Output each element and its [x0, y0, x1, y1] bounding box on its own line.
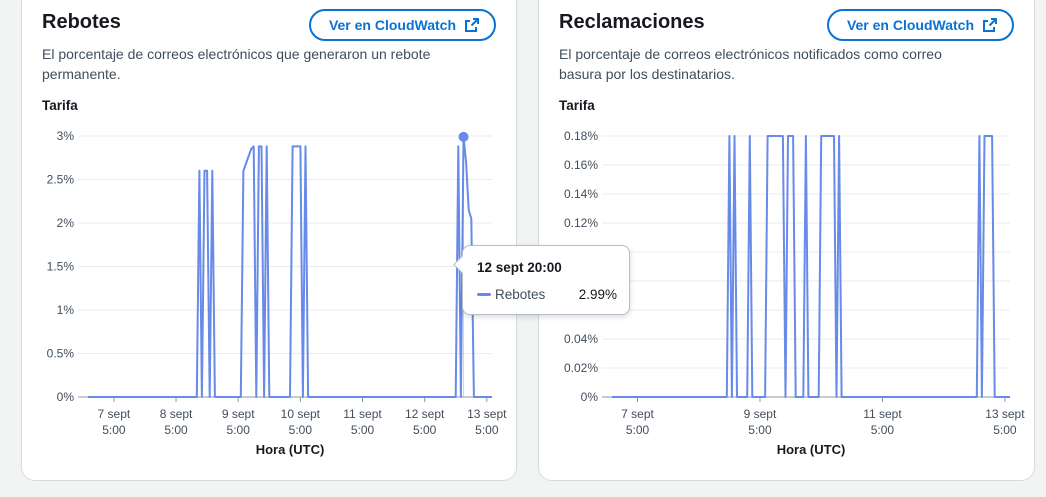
x-tick-label: 9 sept — [222, 407, 255, 421]
y-tick-label: 0.04% — [564, 332, 598, 346]
x-tick-label: 5:00 — [871, 423, 895, 437]
y-tick-label: 0.18% — [564, 129, 598, 143]
y-tick-label: 0% — [581, 390, 599, 404]
x-tick-label: 9 sept — [744, 407, 777, 421]
bounces-card: Rebotes Ver en CloudWatch El porcentaje … — [21, 0, 517, 481]
x-tick-label: 13 sept — [467, 407, 507, 421]
external-link-icon — [982, 17, 998, 33]
x-tick-label: 5:00 — [748, 423, 772, 437]
x-tick-label: 5:00 — [164, 423, 188, 437]
x-tick-label: 5:00 — [993, 423, 1017, 437]
highlighted-point[interactable] — [458, 131, 469, 142]
tooltip-title: 12 sept 20:00 — [477, 260, 562, 275]
x-tick-label: 5:00 — [475, 423, 499, 437]
card-description: El porcentaje de correos electrónicos no… — [559, 46, 942, 82]
card-title: Reclamaciones — [559, 11, 705, 33]
y-axis-title: Tarifa — [559, 98, 595, 113]
card-title: Rebotes — [42, 11, 121, 33]
bounces-chart[interactable]: 0% 0.5% 1% 1.5% 2% 2.5% 3% 7 sept 5:00 8 sept 5:00… — [47, 129, 508, 457]
y-tick-label: 1% — [57, 303, 75, 317]
tooltip-series-name: Rebotes — [495, 287, 546, 302]
y-tick-label: 0.16% — [564, 158, 598, 172]
x-tick-label: 7 sept — [98, 407, 131, 421]
x-axis-title: Hora (UTC) — [256, 442, 325, 457]
y-tick-label: 1.5% — [47, 260, 75, 274]
y-tick-label: 0.5% — [47, 347, 75, 361]
x-tick-label: 5:00 — [351, 423, 375, 437]
button-label: Ver en CloudWatch — [328, 17, 456, 33]
view-in-cloudwatch-button[interactable]: Ver en CloudWatch — [826, 9, 1014, 41]
y-tick-label: 3% — [57, 129, 75, 143]
series-swatch — [477, 293, 491, 296]
card-description: El porcentaje de correos electrónicos qu… — [42, 46, 431, 82]
chart-tooltip: 12 sept 20:00 Rebotes 2.99% — [453, 245, 630, 315]
x-tick-label: 8 sept — [160, 407, 193, 421]
y-tick-label: 2.5% — [47, 173, 75, 187]
x-tick-label: 7 sept — [621, 407, 654, 421]
y-tick-label: 0.14% — [564, 187, 598, 201]
x-tick-label: 5:00 — [289, 423, 313, 437]
x-tick-label: 11 sept — [343, 407, 382, 421]
y-tick-label: 0.12% — [564, 216, 598, 230]
x-tick-label: 10 sept — [281, 407, 321, 421]
series-line[interactable] — [612, 135, 1010, 398]
x-tick-label: 5:00 — [227, 423, 251, 437]
external-link-icon — [464, 17, 480, 33]
x-tick-label: 5:00 — [626, 423, 650, 437]
x-axis-title: Hora (UTC) — [777, 442, 846, 457]
tooltip-series-value: 2.99% — [578, 287, 617, 302]
button-label: Ver en CloudWatch — [846, 17, 974, 33]
y-tick-label: 2% — [57, 216, 75, 230]
x-tick-label: 12 sept — [405, 407, 445, 421]
y-tick-label: 0.02% — [564, 361, 598, 375]
y-tick-label: 0% — [57, 390, 75, 404]
x-tick-label: 5:00 — [102, 423, 126, 437]
view-in-cloudwatch-button[interactable]: Ver en CloudWatch — [308, 9, 496, 41]
y-axis-title: Tarifa — [42, 98, 78, 113]
complaints-chart[interactable]: 0%0.02%0.04%0.06%0.08%0.1%0.12%0.14%0.16… — [564, 129, 1025, 457]
x-tick-label: 11 sept — [863, 407, 902, 421]
x-tick-label: 13 sept — [985, 407, 1025, 421]
x-tick-label: 5:00 — [413, 423, 437, 437]
